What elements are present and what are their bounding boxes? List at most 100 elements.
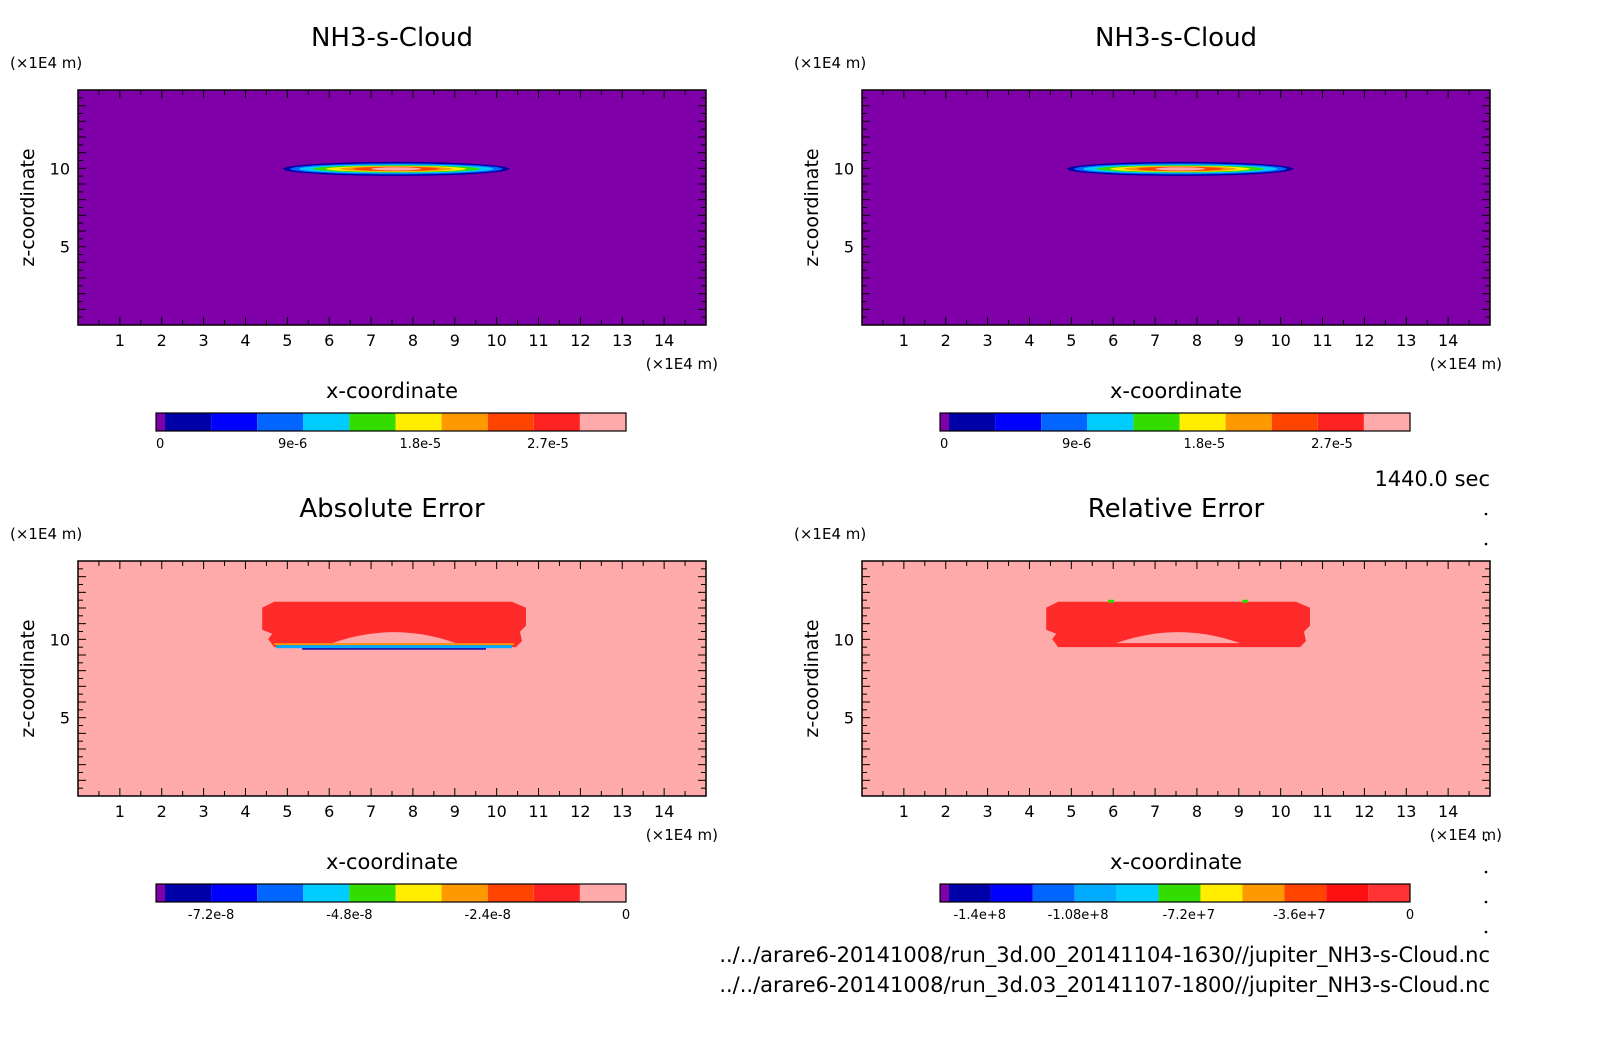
colorbar-segment [1158, 884, 1201, 902]
dot-mark [1484, 870, 1488, 874]
colorbar-label: -7.2e-8 [188, 908, 234, 923]
colorbar-segment [1200, 884, 1243, 902]
error-region [1046, 601, 1310, 648]
plot-area [862, 90, 1490, 325]
colorbar-segment [1179, 413, 1226, 431]
colorbar-segment [165, 884, 212, 902]
colorbar-segment [441, 884, 488, 902]
x-tick-label: 14 [1438, 802, 1458, 821]
x-tick-label: 13 [1396, 802, 1416, 821]
x-axis-label: x-coordinate [326, 379, 458, 403]
x-tick-label: 7 [1150, 331, 1160, 350]
colorbar-segment [949, 413, 996, 431]
panel-3: Absolute Error(×1E4 m)1 2 3 4 5 6 7 8 9 10 11 12 13 1… [10, 494, 718, 923]
colorbar-segment [533, 413, 580, 431]
colorbar-segment [349, 413, 396, 431]
y-unit-label: (×1E4 m) [794, 54, 866, 72]
colorbar-segment [1032, 884, 1075, 902]
error-dome [332, 632, 457, 644]
x-tick-label: 4 [240, 331, 250, 350]
x-tick-label: 1 [899, 802, 909, 821]
panel-1: NH3-s-Cloud(×1E4 m)1 2 3 4 5 6 7 8 9 10 11 12 13 1451… [10, 23, 718, 452]
colorbar-segment [995, 413, 1042, 431]
plot-area [862, 561, 1490, 796]
y-tick-label: 10 [834, 159, 854, 178]
x-tick-label: 8 [1192, 802, 1202, 821]
x-tick-label: 9 [1234, 331, 1244, 350]
x-tick-label: 5 [282, 331, 292, 350]
error-region [262, 601, 526, 648]
colorbar-segment [395, 413, 442, 431]
plot-area [78, 561, 706, 796]
colorbar-segment [579, 413, 626, 431]
y-unit-label: (×1E4 m) [10, 54, 82, 72]
colorbar-label: 1.8e-5 [400, 437, 442, 452]
x-tick-label: 2 [157, 802, 167, 821]
x-tick-label: 11 [1312, 331, 1332, 350]
colorbar-segment [211, 884, 258, 902]
x-tick-label: 2 [941, 802, 951, 821]
colorbar-label: -3.6e+7 [1273, 908, 1326, 923]
x-tick-label: 8 [1192, 331, 1202, 350]
y-unit-label: (×1E4 m) [794, 525, 866, 543]
x-tick-label: 10 [1270, 331, 1290, 350]
x-unit-label: (×1E4 m) [646, 355, 718, 373]
dot-mark [1484, 838, 1488, 842]
colorbar-frame [939, 883, 1411, 903]
colorbar-label: -2.4e-8 [465, 908, 511, 923]
y-tick-label: 5 [844, 709, 854, 728]
colorbar-segment [1133, 413, 1180, 431]
x-tick-label: 10 [1270, 802, 1290, 821]
x-tick-label: 3 [983, 802, 993, 821]
x-tick-label: 1 [115, 802, 125, 821]
colorbar-segment [1074, 884, 1117, 902]
x-tick-label: 4 [240, 802, 250, 821]
x-tick-label: 10 [486, 802, 506, 821]
colorbar-segment [1116, 884, 1159, 902]
colorbar-segment [441, 413, 488, 431]
colorbar-segment [156, 413, 165, 431]
x-tick-label: 14 [1438, 331, 1458, 350]
colorbar-segment [156, 884, 165, 902]
colorbar-label: 2.7e-5 [1311, 437, 1353, 452]
x-tick-label: 6 [324, 802, 334, 821]
x-tick-label: 4 [1024, 802, 1034, 821]
x-unit-label: (×1E4 m) [1430, 355, 1502, 373]
y-axis-label: z-coordinate [17, 619, 39, 737]
x-tick-label: 8 [408, 802, 418, 821]
dot-mark [1484, 900, 1488, 904]
panel-4: Relative Error(×1E4 m)1 2 3 4 5 6 7 8 9 10 11 12 13 1… [794, 494, 1502, 923]
error-edge-blue [276, 645, 512, 649]
x-unit-label: (×1E4 m) [646, 826, 718, 844]
colorbar-label: 0 [622, 908, 630, 923]
colorbar-segment [1041, 413, 1088, 431]
x-tick-label: 1 [899, 331, 909, 350]
x-tick-label: 7 [366, 802, 376, 821]
x-tick-label: 12 [1354, 802, 1374, 821]
colorbar-segment [303, 413, 350, 431]
y-tick-label: 10 [50, 630, 70, 649]
colorbar-segment [211, 413, 258, 431]
error-speck [1108, 599, 1115, 603]
colorbar-label: -4.8e-8 [326, 908, 372, 923]
file-path-1: ../../arare6-20141008/run_3d.00_20141104… [719, 943, 1490, 968]
error-edge-orange [274, 643, 514, 646]
colorbar-segment [1242, 884, 1285, 902]
colorbar-segment [1326, 884, 1369, 902]
x-tick-label: 11 [528, 802, 548, 821]
colorbar-label: 1.8e-5 [1184, 437, 1226, 452]
colorbar-frame [155, 883, 627, 903]
x-tick-label: 14 [654, 331, 674, 350]
x-tick-label: 11 [528, 331, 548, 350]
colorbar-frame [939, 412, 1411, 432]
x-tick-label: 3 [199, 802, 209, 821]
error-dome [1116, 632, 1241, 644]
x-unit-label: (×1E4 m) [1430, 826, 1502, 844]
colorbar-segment [1225, 413, 1272, 431]
colorbar-label: -1.4e+8 [953, 908, 1006, 923]
cloud-contour-8 [1155, 167, 1206, 171]
colorbar-segment [257, 413, 304, 431]
colorbar-label: 0 [1406, 908, 1414, 923]
y-axis-label: z-coordinate [801, 619, 823, 737]
